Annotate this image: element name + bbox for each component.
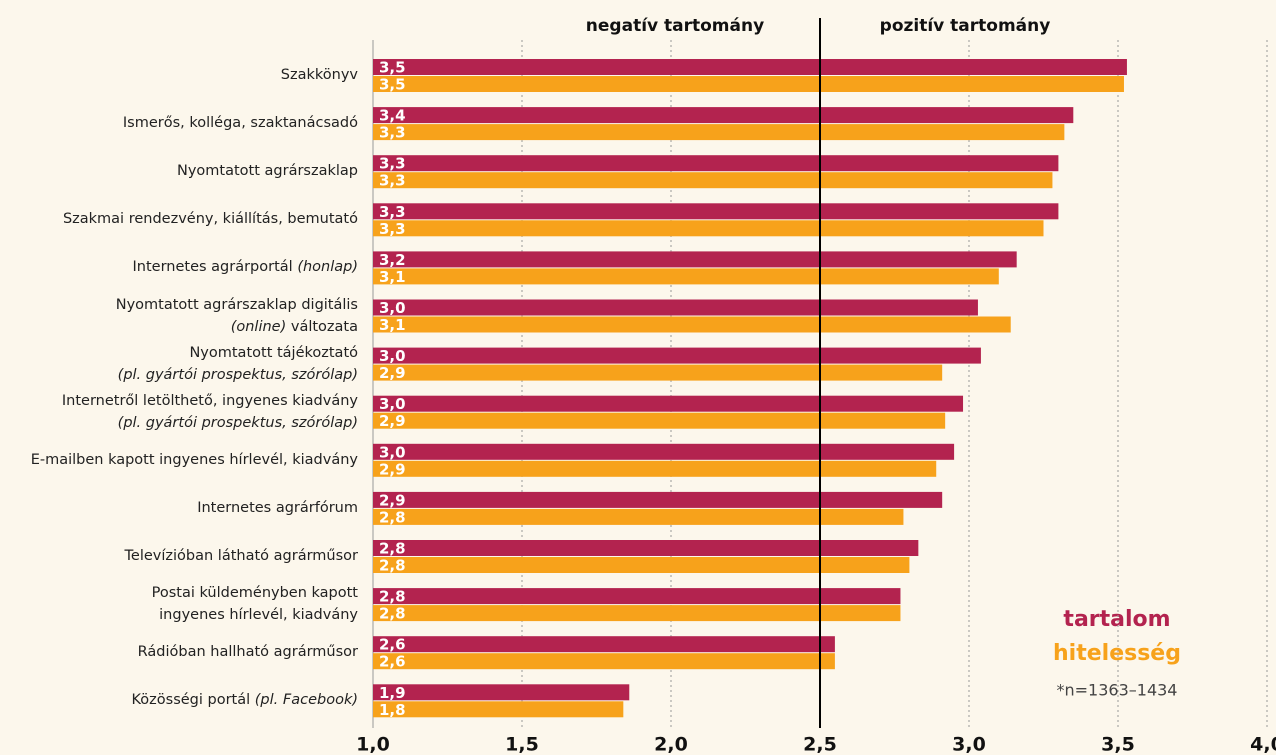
- value-label: 1,8: [379, 701, 406, 719]
- category-label: Nyomtatott agrárszaklap: [177, 163, 358, 180]
- header-left: negatív tartomány: [586, 16, 764, 36]
- x-tick-label: 4,0: [1250, 734, 1276, 755]
- bar: [373, 443, 955, 460]
- value-label: 3,1: [379, 316, 406, 334]
- x-tick-label: 3,5: [1101, 734, 1135, 755]
- bar: [373, 460, 937, 477]
- bar: [373, 76, 1124, 92]
- bar: [373, 588, 901, 605]
- x-tick-label: 1,5: [505, 734, 539, 755]
- category-label: Nyomtatott agrárszaklap digitális (onlin…: [115, 296, 358, 335]
- value-label: 3,0: [379, 299, 406, 317]
- bar: [373, 605, 901, 622]
- value-label: 3,3: [379, 203, 406, 221]
- bar: [373, 395, 964, 412]
- category-label: Internetről letölthető, ingyenes kiadván…: [61, 392, 358, 431]
- x-tick-label: 2,0: [654, 734, 688, 755]
- bar: [373, 557, 910, 573]
- value-label: 3,3: [379, 220, 406, 238]
- value-label: 3,0: [379, 395, 406, 413]
- bar: [373, 701, 624, 718]
- bar: [373, 540, 919, 556]
- value-label: 3,0: [379, 347, 406, 365]
- value-label: 2,8: [379, 588, 406, 606]
- value-label: 2,9: [379, 412, 406, 430]
- value-label: 2,8: [379, 557, 406, 575]
- bar: [373, 508, 904, 525]
- bar: [373, 347, 981, 364]
- legend-label: hitelesség: [1053, 641, 1181, 666]
- category-label: Szakkönyv: [280, 67, 358, 83]
- value-label: 3,2: [379, 251, 406, 269]
- header-right: pozitív tartomány: [880, 16, 1051, 36]
- bar: [373, 653, 835, 670]
- value-label: 1,9: [379, 684, 406, 702]
- legend-label: tartalom: [1063, 607, 1170, 632]
- value-label: 2,9: [379, 491, 406, 509]
- category-label: Internetes agrárportál (honlap): [132, 259, 359, 276]
- category-label: Rádióban hallható agrárműsor: [137, 644, 358, 661]
- bar: [373, 107, 1074, 124]
- category-label: E-mailben kapott ingyenes hírlevél, kiad…: [30, 451, 358, 468]
- value-label: 3,3: [379, 124, 406, 142]
- value-label: 3,0: [379, 443, 406, 461]
- bar: [373, 684, 630, 701]
- category-label: Közösségi portál (pl. Facebook): [131, 692, 359, 709]
- category-label: Internetes agrárfórum: [197, 499, 358, 516]
- category-label: Postai küldeményben kapott ingyenes hírl…: [151, 585, 358, 624]
- value-label: 3,3: [379, 155, 406, 173]
- bar: [373, 412, 946, 429]
- value-label: 2,6: [379, 636, 406, 654]
- bar: [373, 155, 1059, 172]
- category-label: Televízióban látható agrárműsor: [124, 548, 358, 564]
- bar: [373, 364, 943, 381]
- value-label: 2,8: [379, 605, 406, 623]
- bar: [373, 268, 999, 285]
- bar: [373, 59, 1127, 75]
- bar: [373, 203, 1059, 220]
- value-label: 3,3: [379, 172, 406, 190]
- bar: [373, 299, 978, 316]
- value-label: 2,9: [379, 460, 406, 478]
- value-label: 3,1: [379, 268, 406, 286]
- bar: [373, 491, 943, 508]
- note: *n=1363–1434: [1057, 681, 1178, 700]
- bar: [373, 251, 1017, 268]
- category-label: Ismerős, kolléga, szaktanácsadó: [122, 115, 358, 132]
- bar: [373, 636, 835, 653]
- value-label: 2,8: [379, 508, 406, 526]
- x-tick-label: 3,0: [952, 734, 986, 755]
- x-tick-label: 1,0: [356, 734, 390, 755]
- value-label: 3,5: [379, 59, 406, 77]
- value-label: 2,8: [379, 540, 406, 558]
- bar: [373, 124, 1065, 141]
- category-label: Nyomtatott tájékoztató (pl. gyártói pros…: [117, 344, 358, 383]
- value-label: 3,4: [379, 107, 406, 125]
- value-label: 2,9: [379, 364, 406, 382]
- value-label: 3,5: [379, 76, 406, 94]
- bar: [373, 220, 1044, 237]
- value-label: 2,6: [379, 653, 406, 671]
- bar: [373, 172, 1053, 189]
- bar: [373, 316, 1011, 333]
- x-tick-label: 2,5: [803, 734, 837, 755]
- category-label: Szakmai rendezvény, kiállítás, bemutató: [62, 211, 358, 228]
